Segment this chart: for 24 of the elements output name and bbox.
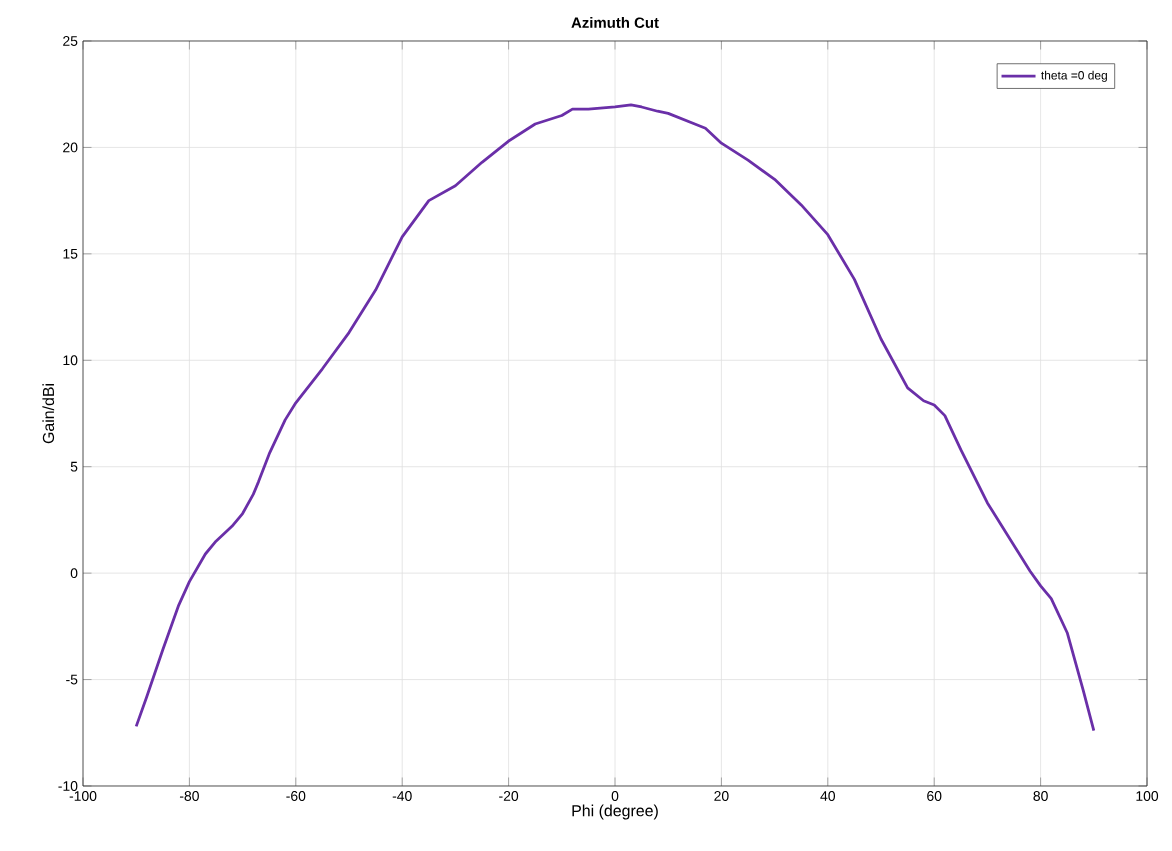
y-axis-title: Gain/dBi: [42, 384, 55, 444]
x-tick-label: 20: [714, 791, 729, 801]
x-tick-label: -100: [69, 791, 97, 801]
x-tick-label: -20: [499, 791, 519, 801]
x-tick-label: -40: [392, 791, 412, 801]
y-tick-label: 5: [70, 461, 78, 472]
x-tick-label: 100: [1136, 791, 1159, 801]
y-tick-label: 15: [63, 248, 78, 259]
x-tick-label: 80: [1033, 791, 1048, 801]
y-tick-label: -5: [66, 674, 78, 685]
y-tick-label: 10: [63, 355, 78, 366]
x-tick-label: -60: [286, 791, 306, 801]
y-tick-label: 20: [63, 142, 78, 153]
x-tick-label: 60: [927, 791, 942, 801]
line-series: [134, 103, 1096, 733]
chart-title: Azimuth Cut: [571, 17, 659, 28]
x-tick-label: 40: [820, 791, 836, 801]
x-axis-title: Phi (degree): [572, 804, 658, 820]
y-tick-label: 25: [63, 36, 78, 46]
x-tick-label: -80: [179, 791, 199, 801]
y-tick-label: -10: [58, 781, 78, 791]
x-tick-label: 0: [611, 791, 619, 801]
legend-label: theta =0 deg: [1041, 70, 1107, 82]
y-tick-label: 0: [70, 568, 78, 579]
